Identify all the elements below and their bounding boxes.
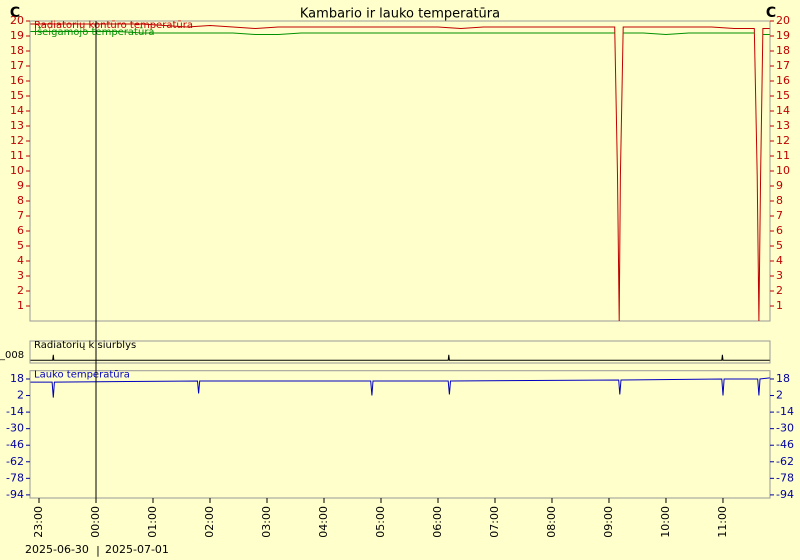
legend-label: Radiatorių kontūro temperatūra (34, 20, 193, 31)
x-tick-label: 09:00 (602, 506, 615, 538)
y-tick-label: -94 (776, 488, 794, 501)
series-line (30, 354, 770, 361)
y-tick-label: 19 (776, 29, 790, 42)
y-tick-label: -62 (6, 455, 24, 468)
legend-label: Lauko temperatūra (34, 370, 130, 381)
y-tick-label: 16 (10, 74, 24, 87)
y-tick-label: -30 (6, 422, 24, 435)
y-tick-label: 7 (776, 209, 783, 222)
y-tick-label: 13 (10, 119, 24, 132)
y-tick-label: 3 (776, 269, 783, 282)
y-tick-label: 15 (10, 89, 24, 102)
y-tick-label: 4 (17, 254, 24, 267)
y-tick-label: 16 (776, 74, 790, 87)
x-tick-label: 06:00 (431, 506, 444, 538)
x-tick-label: 02:00 (203, 506, 216, 538)
y-tick-label: 15 (776, 89, 790, 102)
y-tick-label: -14 (776, 405, 794, 418)
panel-frame (29, 370, 771, 499)
y-unit: C (10, 5, 20, 21)
y-tick-label: -46 (776, 438, 794, 451)
series-line (30, 23, 770, 322)
y-tick-label: 11 (776, 149, 790, 162)
y-tick-label: -62 (776, 455, 794, 468)
y-unit: C (766, 5, 776, 21)
legend-label: Išeigamojo temperatūra (34, 26, 155, 38)
y-tick-label: 8 (17, 194, 24, 207)
y-tick-label: 2 (17, 284, 24, 297)
y-tick-label: -78 (776, 471, 794, 484)
y-tick-label: -14 (6, 405, 24, 418)
x-tick-label: 05:00 (374, 506, 387, 538)
x-tick-label: 03:00 (260, 506, 273, 538)
y-tick-label: 1 (17, 299, 24, 312)
y-tick-label: 17 (776, 59, 790, 72)
y-tick-label: 9 (776, 179, 783, 192)
y-tick-label: 10 (10, 164, 24, 177)
y-tick-label: 18 (10, 372, 24, 385)
y-tick-label: 5 (776, 239, 783, 252)
y-tick-label: 6 (776, 224, 783, 237)
y-tick-label: 2 (776, 389, 783, 402)
chart-title: Kambario ir lauko temperatūra (300, 7, 500, 22)
y-tick-label: 1 (776, 299, 783, 312)
x-tick-label: 00:00 (89, 506, 102, 538)
y-tick-label: 17 (10, 59, 24, 72)
y-tick-label: -46 (6, 438, 24, 451)
y-tick-label: 11 (10, 149, 24, 162)
y-tick-label: 18 (776, 372, 790, 385)
series-line (30, 31, 770, 36)
x-tick-label: 10:00 (659, 506, 672, 538)
y-tick-label: 2 (776, 284, 783, 297)
y-tick-label: 2 (17, 389, 24, 402)
x-tick-label: 11:00 (716, 506, 729, 538)
y-tick-label: 18 (10, 44, 24, 57)
x-tick-label: 07:00 (488, 506, 501, 538)
y-tick-label: 5 (17, 239, 24, 252)
y-tick-label: 7 (17, 209, 24, 222)
y-tick-label: 14 (10, 104, 24, 117)
y-tick-label: 20 (776, 14, 790, 27)
y-tick-label: 12 (10, 134, 24, 147)
y-tick-label: 3 (17, 269, 24, 282)
y-tick-label: 19 (10, 29, 24, 42)
date-separator: | (96, 544, 100, 557)
y-tick-label: 13 (776, 119, 790, 132)
y-tick-label: 14 (776, 104, 790, 117)
y-tick-label: 12 (776, 134, 790, 147)
x-tick-label: 01:00 (146, 506, 159, 538)
y-tick-label: 20 (10, 14, 24, 27)
date-label: 2025-07-01 (105, 543, 169, 556)
y-tick-label: 9 (17, 179, 24, 192)
series-line (30, 377, 770, 398)
y-tick-label: -78 (6, 471, 24, 484)
x-tick-label: 08:00 (545, 506, 558, 538)
panel-label: _008 (0, 350, 24, 361)
y-tick-label: -94 (6, 488, 24, 501)
y-tick-label: -30 (776, 422, 794, 435)
y-tick-label: 18 (776, 44, 790, 57)
x-tick-label: 04:00 (317, 506, 330, 538)
y-tick-label: 8 (776, 194, 783, 207)
y-tick-label: 4 (776, 254, 783, 267)
legend-label: Radiatorių k.siurblys (34, 340, 136, 351)
y-tick-label: 10 (776, 164, 790, 177)
panel-frame (29, 340, 771, 364)
date-label: 2025-06-30 (25, 543, 89, 556)
x-tick-label: 23:00 (32, 506, 45, 538)
y-tick-label: 6 (17, 224, 24, 237)
